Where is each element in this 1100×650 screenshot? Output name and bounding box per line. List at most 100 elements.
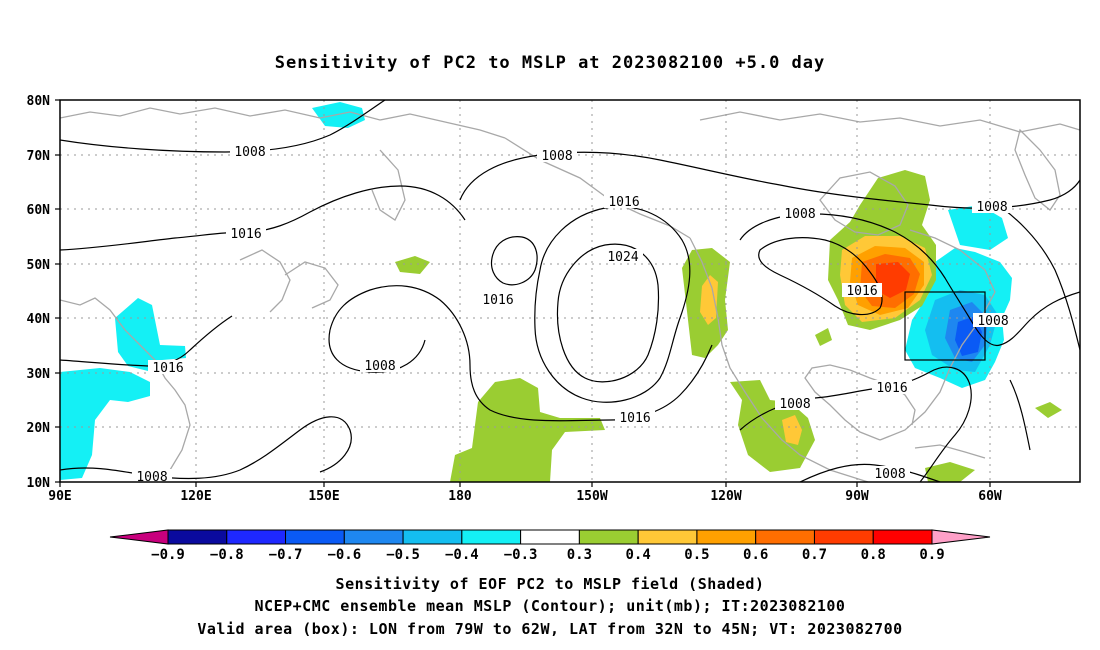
colorbar-swatch <box>755 529 815 545</box>
colorbar-label: −0.4 <box>445 547 479 563</box>
contour-1016-west-pacific <box>329 285 713 422</box>
contour-1024-high <box>556 243 660 383</box>
contour-label-bg <box>870 466 910 480</box>
lat-tick-label: 10N <box>27 476 51 491</box>
lon-tick-label: 90W <box>845 489 869 504</box>
positive-region-mexico-warm <box>782 415 802 445</box>
negative-region-labrador <box>948 205 1008 250</box>
contour-label: 1016 <box>876 381 907 396</box>
contour-label: 1024 <box>607 250 638 265</box>
colorbar-swatch <box>637 529 698 545</box>
colorbar-label: −0.7 <box>269 547 303 563</box>
latitude-axis: 80N 70N 60N 50N 40N 30N 20N 10N <box>27 94 60 491</box>
contour-label: 1016 <box>608 195 639 210</box>
colorbar-label: 0.6 <box>743 547 768 563</box>
colorbar-swatch <box>226 529 287 545</box>
colorbar-swatch <box>578 529 639 545</box>
contour-label: 1008 <box>234 145 265 160</box>
contour-1016-na-inner <box>758 237 883 316</box>
contour-label-bg <box>604 194 644 208</box>
colorbar-label: 0.3 <box>567 547 592 563</box>
colorbar-swatch <box>520 529 580 545</box>
contour-label: 1016 <box>846 284 877 299</box>
contour-label-bg <box>132 469 172 482</box>
colorbar-label: 0.4 <box>626 547 651 563</box>
contour-label-bg <box>872 380 912 394</box>
coastline-north-america-east <box>879 229 996 441</box>
colorbar-swatch <box>813 529 874 545</box>
contour-label: 1008 <box>977 314 1008 329</box>
figure-title: Sensitivity of PC2 to MSLP at 2023082100… <box>275 53 826 73</box>
positive-region-caribbean <box>925 462 975 482</box>
contour-label: 1008 <box>784 207 815 222</box>
lat-tick-label: 30N <box>27 367 51 382</box>
positive-region-subtropical-pacific <box>450 378 605 482</box>
colorbar-label: 0.7 <box>802 547 827 563</box>
colorbar-label: 0.9 <box>919 547 944 563</box>
contour-label-bg <box>780 206 820 220</box>
colorbar: −0.9 −0.8 −0.7 −0.6 −0.5 −0.4 −0.3 0.3 0.4 0.5 0.6… <box>109 529 991 563</box>
lat-tick-label: 40N <box>27 312 51 327</box>
colorbar-label: −0.3 <box>504 547 538 563</box>
contour-labels: 1008 1008 1016 1016 1024 1008 1016 1008 1016 1016… <box>132 144 1013 485</box>
contour-label: 1008 <box>976 200 1007 215</box>
colorbar-label: 0.8 <box>861 547 886 563</box>
negative-region-south-china <box>115 298 186 372</box>
colorbar-swatch <box>696 529 757 545</box>
contour-label-bg <box>842 283 882 297</box>
coastline-caribbean-islands <box>914 444 986 459</box>
contour-label: 1008 <box>136 470 167 485</box>
contour-label-bg <box>603 249 643 263</box>
colorbar-swatch <box>402 529 463 545</box>
lat-tick-label: 50N <box>27 258 51 273</box>
coastline-gulf-of-mexico <box>804 364 891 441</box>
contour-label-bg <box>972 199 1012 213</box>
positive-region-atlantic <box>1035 402 1062 418</box>
contour-1008-caribbean <box>799 463 941 482</box>
contour-label: 1008 <box>541 149 572 164</box>
contour-label: 1008 <box>779 397 810 412</box>
positive-region-north-pacific <box>395 256 430 274</box>
contour-label: 1008 <box>364 359 395 374</box>
contour-label-bg <box>615 410 655 424</box>
colorbar-above-triangle <box>931 529 991 545</box>
caption-line-3: Valid area (box): LON from 79W to 62W, L… <box>197 620 902 638</box>
lat-tick-label: 60N <box>27 203 51 218</box>
lon-tick-label: 180 <box>448 489 472 504</box>
positive-region-west-coast-warm <box>700 275 718 325</box>
contour-label-bg <box>360 358 400 372</box>
contour-label-bg <box>537 148 577 162</box>
contour-1008-inner-low <box>490 236 538 286</box>
lat-tick-label: 20N <box>27 421 51 436</box>
coastline-north-america-west <box>689 237 869 482</box>
lon-tick-label: 90E <box>48 489 71 504</box>
contour-label: 1016 <box>152 361 183 376</box>
colorbar-swatch <box>343 529 404 545</box>
contour-label-bg <box>775 396 815 410</box>
colorbar-label: −0.8 <box>210 547 244 563</box>
contour-label-bg <box>478 292 518 306</box>
longitude-axis: 90E 120E 150E 180 150W 120W 90W 60W <box>48 482 1002 504</box>
contour-1016-atlantic <box>989 199 1080 351</box>
coastline-kamchatka <box>371 149 406 221</box>
contour-label: 1016 <box>619 411 650 426</box>
contour-1008-east <box>1009 379 1031 451</box>
lon-tick-label: 150W <box>576 489 607 504</box>
colorbar-label: −0.6 <box>327 547 361 563</box>
lon-tick-label: 60W <box>978 489 1002 504</box>
coastline-hudson-bay <box>819 171 909 236</box>
coastline-arctic-asia <box>60 107 506 139</box>
colorbar-label: −0.5 <box>386 547 420 563</box>
colorbar-label: 0.5 <box>684 547 709 563</box>
lon-tick-label: 150E <box>308 489 339 504</box>
map-frame <box>59 99 1081 483</box>
negative-region-arctic-small <box>312 102 365 128</box>
caption-line-1: Sensitivity of EOF PC2 to MSLP field (Sh… <box>336 575 765 593</box>
contour-1016-asia <box>60 185 466 251</box>
negative-region-west-pacific <box>60 368 150 480</box>
colorbar-label: −0.9 <box>151 547 185 563</box>
lat-tick-label: 70N <box>27 149 51 164</box>
lon-tick-label: 120W <box>710 489 741 504</box>
contour-label-bg <box>226 226 266 240</box>
